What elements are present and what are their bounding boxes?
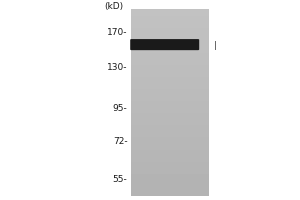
Text: 55-: 55- bbox=[113, 175, 128, 184]
Text: 170-: 170- bbox=[107, 28, 128, 37]
Text: 130-: 130- bbox=[107, 63, 128, 72]
Text: (kD): (kD) bbox=[104, 2, 124, 11]
Text: 95-: 95- bbox=[113, 104, 128, 113]
FancyBboxPatch shape bbox=[130, 39, 199, 50]
Text: 72-: 72- bbox=[113, 137, 128, 146]
